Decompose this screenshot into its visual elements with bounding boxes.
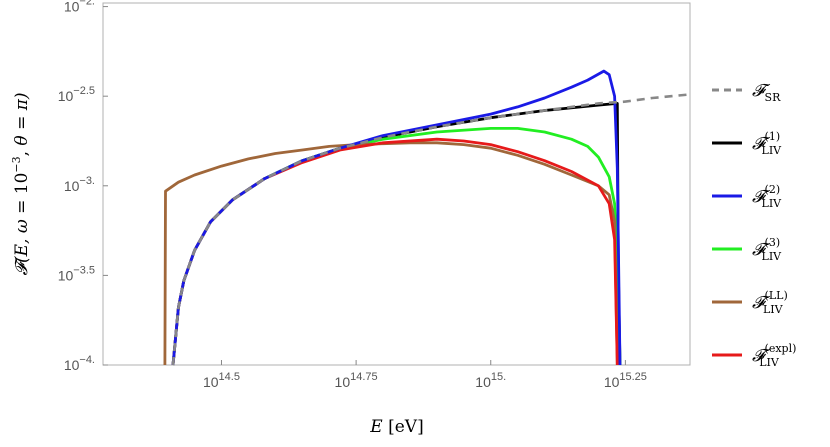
y-tick-label: 10−3.5 xyxy=(58,264,95,283)
legend-item: 𝓕(1) LIV xyxy=(712,130,782,157)
x-tick-label: 1015. xyxy=(475,371,506,390)
x-tick-label: 1015.25 xyxy=(604,371,647,390)
y-tick-label: 10−2. xyxy=(64,0,95,15)
legend-label: 𝓕(expl) LIV xyxy=(752,342,796,369)
series-line-f-liv-2- xyxy=(171,69,622,366)
legend-label: 𝓕(2) LIV xyxy=(752,183,782,210)
x-tick-label: 1014.5 xyxy=(203,371,240,390)
legend-item: 𝓕(3) LIV xyxy=(712,236,782,263)
legend-item: 𝓕SR xyxy=(712,81,781,104)
y-tick-label: 10−3. xyxy=(64,175,95,194)
x-axis-ticks: 1014.5 1014.75 1015. 1015.25 xyxy=(203,360,647,390)
y-tick-label: 10−2.5 xyxy=(58,85,95,104)
y-axis-ticks: 10−4. 10−3.5 10−3. 10−2.5 10−2. xyxy=(58,0,108,373)
legend-item: 𝓕(expl) LIV xyxy=(712,342,796,369)
legend-item: 𝓕(2) LIV xyxy=(712,183,782,210)
y-tick-label: 10−4. xyxy=(64,354,95,373)
legend-item: 𝓕(LL) LIV xyxy=(712,289,788,316)
x-axis-label: E [eV] xyxy=(369,417,423,437)
legend-label: 𝓕(3) LIV xyxy=(752,236,782,263)
x-tick-label: 1014.75 xyxy=(335,371,378,390)
legend-label: 𝓕(1) LIV xyxy=(752,130,782,157)
series-layer xyxy=(163,69,691,366)
legend-label: 𝓕SR xyxy=(752,81,781,104)
series-line-f-sr xyxy=(171,93,691,366)
series-line-f-liv-ll- xyxy=(163,141,619,366)
legend-label: 𝓕(LL) LIV xyxy=(752,289,788,316)
series-line-f-liv-expl- xyxy=(171,137,619,366)
plot-frame xyxy=(102,2,691,366)
y-axis-label: 𝓕(E, ω = 10−3, θ = π) xyxy=(10,92,32,275)
legend: 𝓕SR 𝓕(1) LIV 𝓕(2) LIV 𝓕(3) LIV 𝓕(LL) LIV 𝓕(expl) L… xyxy=(712,81,796,369)
